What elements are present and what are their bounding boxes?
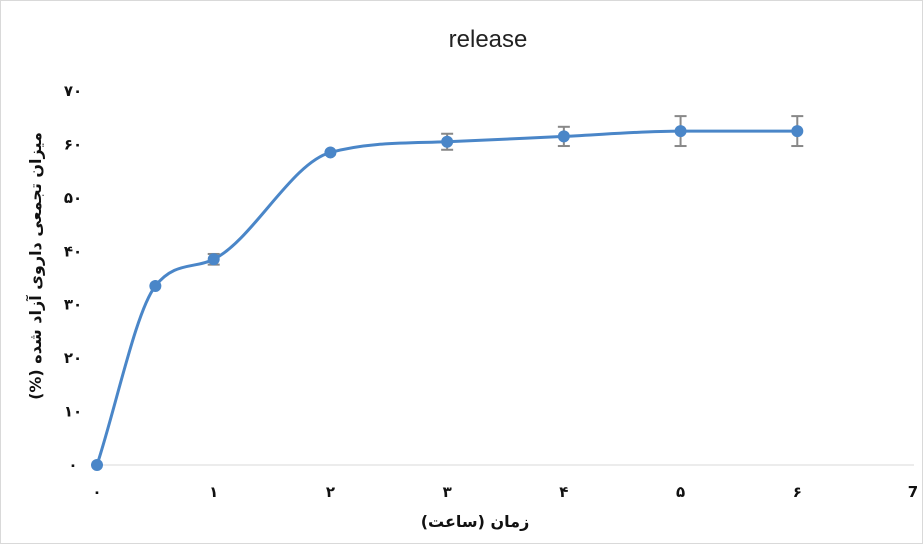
y-tick-label: ۷۰ — [64, 82, 82, 100]
y-tick-label: ۵۰ — [64, 189, 82, 207]
data-point — [557, 130, 570, 143]
y-tick-label: ۲۰ — [64, 349, 82, 367]
x-tick-label: 7 — [908, 483, 918, 501]
series-line — [95, 129, 798, 466]
y-tick-label: ۱۰ — [64, 403, 82, 421]
y-tick-label: ۶۰ — [64, 135, 82, 153]
data-point — [91, 459, 103, 471]
y-axis-label: میزان تجمعی داروی آزاد شده (%) — [25, 132, 45, 400]
x-tick-label: ۰ — [92, 483, 101, 501]
x-tick-label: ۶ — [793, 483, 802, 501]
data-point — [674, 125, 687, 138]
x-axis-label: زمان (ساعت) — [421, 512, 530, 531]
x-tick-label: ۱ — [209, 483, 218, 501]
x-tick-label: ۵ — [676, 483, 685, 501]
data-point — [441, 135, 454, 148]
data-point — [207, 253, 220, 266]
x-tick-label: ۳ — [443, 483, 452, 501]
data-point — [791, 125, 804, 138]
data-point — [149, 280, 162, 293]
y-tick-label: ۴۰ — [64, 242, 82, 260]
data-points — [91, 125, 804, 471]
y-axis-ticks: ۰ ۱۰ ۲۰ ۳۰ ۴۰ ۵۰ ۶۰ ۷۰ — [64, 82, 82, 474]
y-tick-label: ۳۰ — [64, 296, 82, 314]
chart-title: release — [449, 26, 528, 53]
data-point — [324, 146, 337, 159]
x-axis-ticks: ۰ ۱ ۲ ۳ ۴ ۵ ۶ 7 — [92, 483, 918, 501]
x-tick-label: ۴ — [559, 483, 568, 501]
y-tick-label: ۰ — [68, 456, 77, 474]
x-tick-label: ۲ — [326, 483, 335, 501]
